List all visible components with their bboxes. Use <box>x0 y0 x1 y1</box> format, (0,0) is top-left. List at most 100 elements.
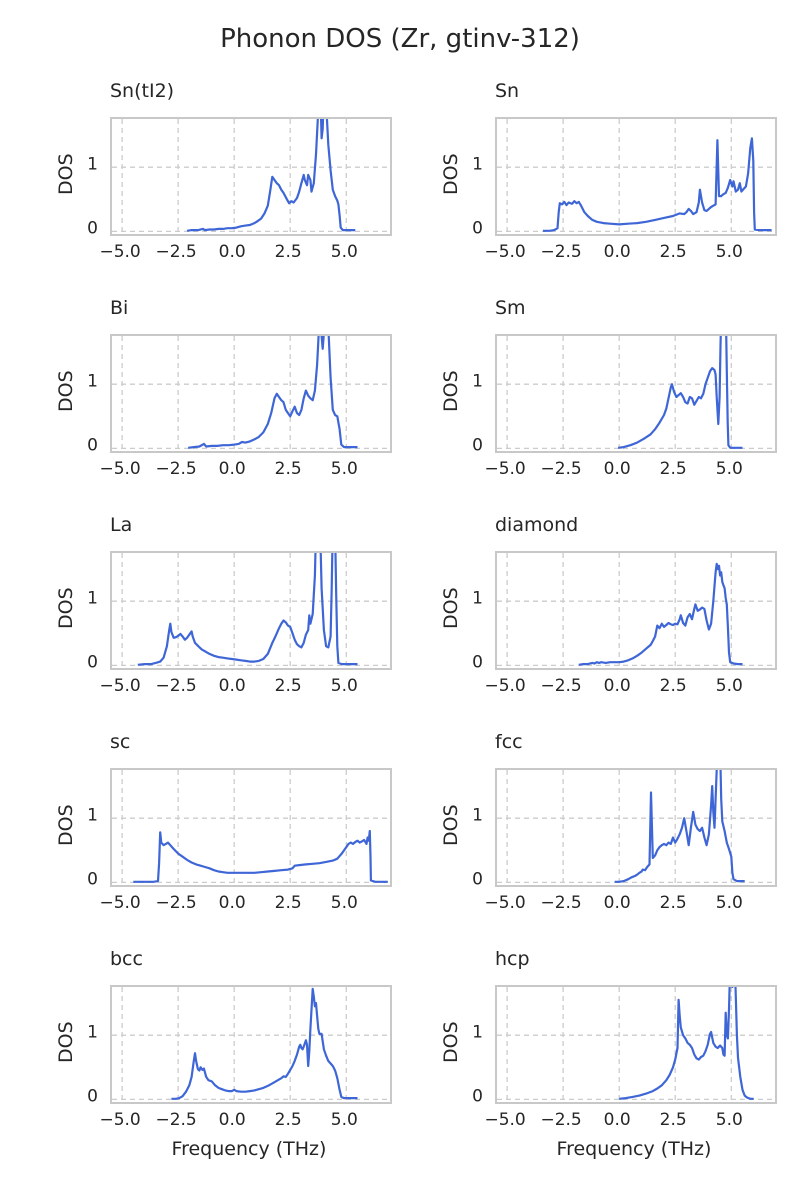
y-tick-label: 0 <box>87 869 98 890</box>
x-tick-label: 5.0 <box>330 1110 358 1130</box>
dos-curve <box>186 119 356 232</box>
plot-area <box>110 117 392 236</box>
dos-chart <box>112 119 390 234</box>
x-tick-label: 2.5 <box>274 1110 302 1130</box>
x-ticks: −5.0 −2.5 0.0 2.5 5.0 <box>99 1110 388 1132</box>
x-ticks: −5.0 −2.5 0.0 2.5 5.0 <box>99 459 388 481</box>
subplot-title: Sm <box>495 297 526 319</box>
y-tick-label: 0 <box>87 435 98 456</box>
x-ticks: −5.0 −2.5 0.0 2.5 5.0 <box>484 893 773 915</box>
x-tick-label: −2.5 <box>540 676 582 696</box>
x-tick-label: 2.5 <box>659 242 687 262</box>
subplot-title: Bi <box>110 297 129 319</box>
x-tick-label: 5.0 <box>715 242 743 262</box>
y-tick-label: 0 <box>472 218 483 239</box>
x-ticks: −5.0 −2.5 0.0 2.5 5.0 <box>99 242 388 264</box>
y-tick-label: 0 <box>472 435 483 456</box>
subplot-title: hcp <box>495 948 530 970</box>
x-tick-label: −5.0 <box>484 676 526 696</box>
x-axis-label: Frequency (THz) <box>171 1138 327 1160</box>
x-tick-label: −2.5 <box>155 676 197 696</box>
y-tick-label: 1 <box>87 1022 98 1043</box>
x-tick-label: 2.5 <box>274 242 302 262</box>
x-tick-label: 0.0 <box>218 893 246 913</box>
x-tick-label: 2.5 <box>659 1110 687 1130</box>
x-tick-label: −5.0 <box>484 459 526 479</box>
plot-area <box>495 768 777 887</box>
dos-chart <box>497 553 775 668</box>
x-ticks: −5.0 −2.5 0.0 2.5 5.0 <box>484 242 773 264</box>
x-tick-label: −5.0 <box>484 242 526 262</box>
x-tick-label: 0.0 <box>603 459 631 479</box>
x-tick-label: −5.0 <box>99 1110 141 1130</box>
x-tick-label: −2.5 <box>155 893 197 913</box>
dos-chart <box>112 770 390 885</box>
y-tick-label: 1 <box>472 588 483 609</box>
subplot-title: Sn <box>495 80 520 102</box>
gridlines <box>497 336 775 451</box>
x-tick-label: 5.0 <box>330 676 358 696</box>
x-tick-label: 2.5 <box>659 459 687 479</box>
x-tick-label: 2.5 <box>659 676 687 696</box>
plot-area <box>110 551 392 670</box>
dos-curve <box>617 336 743 449</box>
x-ticks: −5.0 −2.5 0.0 2.5 5.0 <box>484 676 773 698</box>
x-tick-label: −2.5 <box>540 459 582 479</box>
plot-area <box>110 768 392 887</box>
dos-chart <box>112 336 390 451</box>
x-ticks: −5.0 −2.5 0.0 2.5 5.0 <box>484 459 773 481</box>
x-tick-label: −2.5 <box>540 893 582 913</box>
plot-area <box>110 334 392 453</box>
y-tick-label: 1 <box>472 1022 483 1043</box>
dos-chart <box>497 770 775 885</box>
gridlines <box>112 770 390 885</box>
subplot-title: La <box>110 514 133 536</box>
y-tick-label: 1 <box>472 154 483 175</box>
y-tick-label: 1 <box>472 805 483 826</box>
dos-curve <box>619 987 754 1100</box>
x-tick-label: −2.5 <box>155 459 197 479</box>
dos-chart <box>112 553 390 668</box>
x-tick-label: 0.0 <box>218 676 246 696</box>
x-tick-label: 0.0 <box>218 242 246 262</box>
x-tick-label: 2.5 <box>274 459 302 479</box>
x-tick-label: −5.0 <box>484 1110 526 1130</box>
gridlines <box>112 336 390 451</box>
plot-area <box>495 551 777 670</box>
x-ticks: −5.0 −2.5 0.0 2.5 5.0 <box>99 676 388 698</box>
x-ticks: −5.0 −2.5 0.0 2.5 5.0 <box>99 893 388 915</box>
gridlines <box>497 987 775 1102</box>
x-tick-label: 0.0 <box>603 893 631 913</box>
gridlines <box>112 553 390 668</box>
x-tick-label: 0.0 <box>218 459 246 479</box>
x-tick-label: 2.5 <box>659 893 687 913</box>
x-axis-label: Frequency (THz) <box>556 1138 712 1160</box>
dos-curve <box>133 829 388 883</box>
x-tick-label: 0.0 <box>603 676 631 696</box>
figure-title: Phonon DOS (Zr, gtinv-312) <box>220 24 580 54</box>
plot-area <box>495 985 777 1104</box>
x-tick-label: 5.0 <box>330 893 358 913</box>
plot-area <box>110 985 392 1104</box>
gridlines <box>112 987 390 1102</box>
x-tick-label: −2.5 <box>540 1110 582 1130</box>
y-tick-label: 0 <box>87 1086 98 1107</box>
x-tick-label: 2.5 <box>274 893 302 913</box>
x-tick-label: 0.0 <box>603 1110 631 1130</box>
y-tick-label: 0 <box>472 652 483 673</box>
